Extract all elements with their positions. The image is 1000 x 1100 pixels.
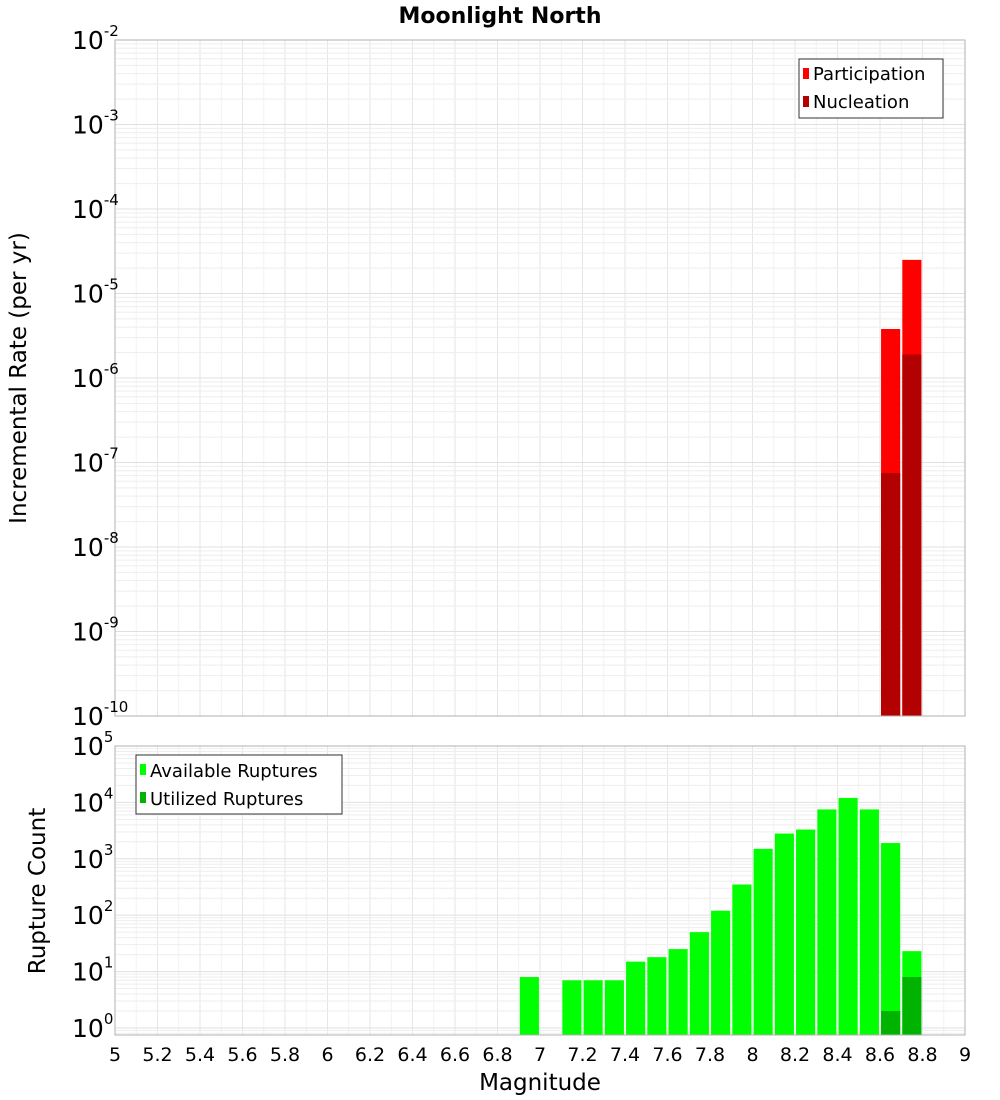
rate-gridlines (114, 39, 966, 717)
rate-y-tick-label: 10-6 (72, 360, 119, 393)
utilized-legend-label: Utilized Ruptures (150, 789, 303, 810)
rupture-panel: 105 104 103 102 101 100 5 5.2 5.4 5.6 5.8 6 6.2 6.4 6… (25, 728, 971, 1096)
nucleation-bar (881, 473, 901, 716)
rate-y-tick-label: 10-5 (72, 276, 119, 309)
rate-bars (881, 259, 922, 716)
rupture-y-tick-label: 102 (72, 897, 113, 930)
rupture-plot-frame (114, 745, 966, 1036)
rate-legend: Participation Nucleation (798, 58, 944, 119)
rate-y-ticks: 10-2 10-3 10-4 10-5 10-6 10-7 10-8 10-9 10-10 (72, 22, 128, 731)
available-ruptures-bar (881, 843, 901, 1035)
available-ruptures-bar (647, 957, 667, 1035)
magnitude-x-tick-label: 7.2 (567, 1044, 597, 1066)
magnitude-x-tick-label: 5.6 (227, 1044, 257, 1066)
available-ruptures-bar (668, 949, 688, 1035)
available-ruptures-bar (817, 809, 837, 1035)
magnitude-x-tick-label: 8 (746, 1044, 758, 1066)
rupture-y-tick-label: 104 (72, 784, 113, 817)
rupture-y-tick-label: 101 (72, 954, 113, 987)
available-ruptures-bar (562, 980, 582, 1035)
available-ruptures-bar (796, 829, 816, 1035)
participation-legend-swatch (803, 68, 809, 79)
rate-y-tick-label: 10-8 (72, 529, 119, 562)
rate-plot-frame (114, 39, 966, 717)
magnitude-x-tick-label: 5.8 (270, 1044, 300, 1066)
nucleation-legend-label: Nucleation (813, 92, 909, 113)
utilized-ruptures-bar (881, 1010, 901, 1035)
available-ruptures-bar (689, 932, 709, 1035)
rupture-y-axis-label: Rupture Count (25, 808, 51, 974)
magnitude-x-tick-label: 8.8 (907, 1044, 937, 1066)
magnitude-x-tick-label: 5 (109, 1044, 121, 1066)
available-ruptures-bar (626, 961, 646, 1035)
magnitude-x-tick-label: 7.8 (695, 1044, 725, 1066)
utilized-legend-swatch (140, 792, 146, 803)
rupture-legend: Available Ruptures Utilized Ruptures (135, 754, 343, 815)
magnitude-x-tick-label: 7 (534, 1044, 546, 1066)
rate-panel: 10-2 10-3 10-4 10-5 10-6 10-7 10-8 10-9 10-10 In… (6, 22, 966, 731)
magnitude-x-tick-label: 6.2 (355, 1044, 385, 1066)
rupture-bars (519, 797, 922, 1035)
available-ruptures-bar (711, 910, 731, 1035)
nucleation-bar (902, 354, 922, 716)
available-ruptures-bar (604, 980, 624, 1035)
rupture-legend-box (135, 754, 343, 815)
rupture-y-ticks: 105 104 103 102 101 100 (72, 728, 113, 1043)
rupture-y-tick-label: 105 (72, 728, 113, 761)
magnitude-x-tick-label: 8.2 (780, 1044, 810, 1066)
rate-y-tick-label: 10-4 (72, 191, 119, 224)
magnitude-x-tick-label: 5.2 (142, 1044, 172, 1066)
rupture-y-tick-label: 103 (72, 841, 113, 874)
rupture-y-tick-label: 100 (72, 1010, 113, 1043)
available-legend-swatch (140, 764, 146, 775)
available-ruptures-bar (774, 833, 794, 1035)
available-ruptures-bar (838, 797, 858, 1035)
available-ruptures-bar (732, 884, 752, 1035)
rate-legend-box (798, 58, 944, 119)
available-legend-label: Available Ruptures (150, 761, 318, 782)
magnitude-x-tick-label: 8.6 (865, 1044, 895, 1066)
available-ruptures-bar (583, 980, 603, 1035)
magnitude-x-tick-label: 6.4 (397, 1044, 427, 1066)
magnitude-x-axis-label: Magnitude (479, 1070, 601, 1096)
magnitude-x-ticks: 5 5.2 5.4 5.6 5.8 6 6.2 6.4 6.6 6.8 7 7.2 7.4 7.6 7.8 8… (109, 1044, 971, 1066)
available-ruptures-bar (519, 977, 539, 1035)
magnitude-x-tick-label: 6.6 (440, 1044, 470, 1066)
rate-y-tick-label: 10-9 (72, 614, 119, 647)
magnitude-x-tick-label: 8.4 (822, 1044, 852, 1066)
magnitude-x-tick-label: 9 (959, 1044, 971, 1066)
utilized-ruptures-bar (902, 977, 922, 1035)
magnitude-x-tick-label: 6 (321, 1044, 333, 1066)
rate-y-tick-label: 10-10 (72, 698, 128, 731)
available-ruptures-bar (753, 848, 773, 1035)
magnitude-x-tick-label: 7.4 (610, 1044, 640, 1066)
participation-legend-label: Participation (813, 64, 925, 85)
nucleation-legend-swatch (803, 96, 809, 107)
chart-title: Moonlight North (398, 4, 601, 29)
available-ruptures-bar (859, 809, 879, 1035)
rate-y-axis-label: Incremental Rate (per yr) (6, 232, 32, 524)
magnitude-x-tick-label: 7.6 (652, 1044, 682, 1066)
magnitude-x-tick-label: 5.4 (185, 1044, 215, 1066)
magnitude-x-tick-label: 6.8 (482, 1044, 512, 1066)
rate-y-tick-label: 10-3 (72, 107, 119, 140)
rate-y-tick-label: 10-2 (72, 22, 119, 55)
rate-y-tick-label: 10-7 (72, 445, 119, 478)
